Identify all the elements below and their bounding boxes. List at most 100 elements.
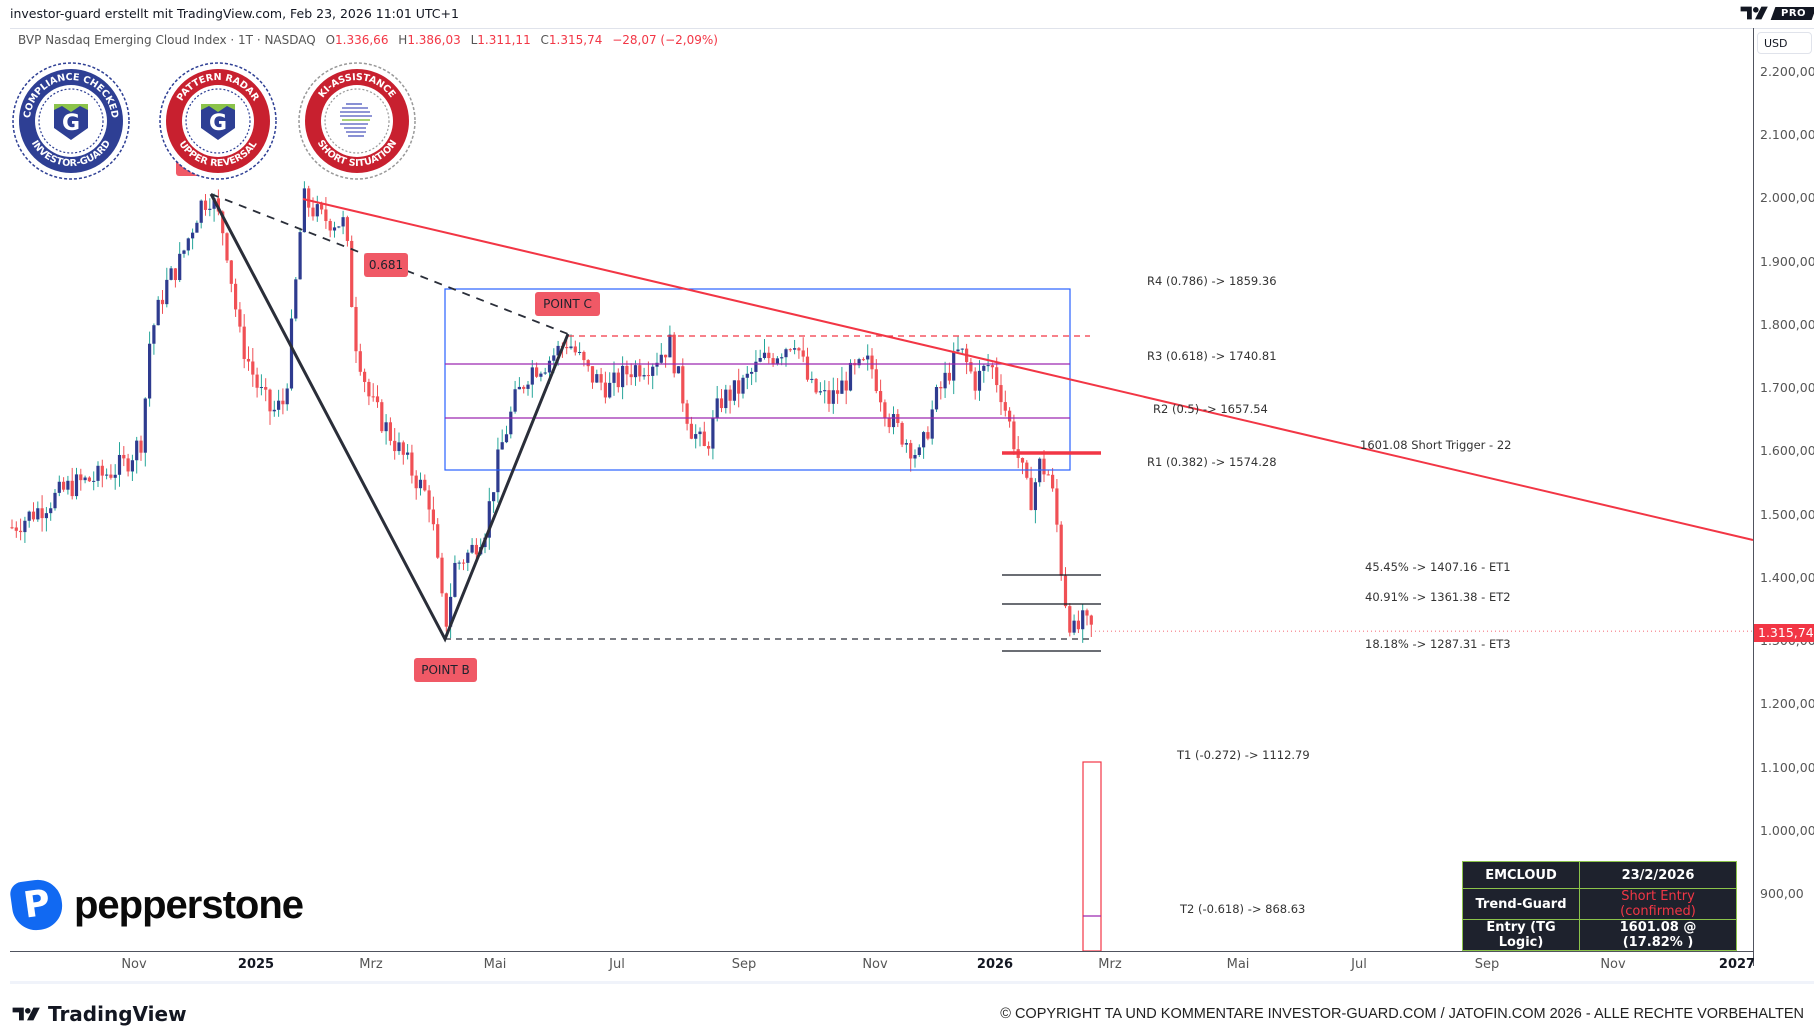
ratio-label[interactable]: 0.681	[364, 253, 408, 277]
candle-body	[410, 452, 414, 476]
candle-body	[771, 358, 775, 364]
candle-body	[874, 369, 878, 392]
pattern-radar-badge: G PATTERN RADAR UPPER REVERSAL	[159, 62, 277, 180]
candle-body	[358, 351, 362, 372]
candle-body	[1085, 610, 1089, 616]
candle-body	[375, 396, 380, 403]
open-value: 1.336,66	[335, 33, 389, 47]
candle-body	[926, 432, 930, 439]
candle-body	[83, 477, 87, 481]
candle-body	[870, 355, 874, 370]
candle-body	[582, 351, 586, 361]
candle-body	[57, 481, 61, 493]
copyright-notice: © COPYRIGHT TA UND KOMMENTARE INVESTOR-G…	[1000, 1006, 1804, 1022]
candle-body	[109, 474, 113, 478]
candle-body	[487, 501, 491, 538]
candle-body	[440, 557, 444, 594]
candle-body	[156, 299, 160, 326]
candle-body	[332, 227, 337, 231]
tradingview-logo-icon	[1740, 6, 1768, 20]
candle-body	[891, 414, 896, 428]
candle-body	[203, 200, 208, 210]
symbol-name[interactable]: BVP Nasdaq Emerging Cloud Index · 1T · N…	[18, 33, 316, 47]
candle-body	[173, 268, 177, 281]
candle-body	[371, 396, 375, 398]
candle-body	[294, 279, 298, 319]
candle-body	[655, 362, 659, 367]
candle-body	[578, 351, 582, 353]
candle-body	[143, 398, 147, 453]
shield-g-icon: G	[62, 111, 80, 136]
time-axis[interactable]	[10, 951, 1753, 982]
candle-body	[393, 440, 397, 452]
et1-label: 45.45% -> 1407.16 - ET1	[1365, 560, 1511, 574]
r1-label: R1 (0.382) -> 1574.28	[1147, 455, 1277, 469]
t1-label: T1 (-0.272) -> 1112.79	[1177, 748, 1310, 762]
price-tick: 1.100,00	[1760, 759, 1814, 775]
candle-body	[169, 268, 173, 280]
candle-body	[827, 390, 831, 404]
candle-body	[466, 552, 470, 563]
candle-body	[367, 381, 371, 397]
candle-body	[586, 360, 590, 367]
point-c-label[interactable]: POINT C	[535, 292, 600, 316]
candle-body	[345, 217, 349, 241]
candle-body	[195, 222, 199, 233]
candle-body	[681, 366, 685, 404]
candle-body	[698, 431, 702, 435]
candle-body	[1089, 615, 1093, 625]
candle-body	[31, 511, 36, 520]
candle-body	[431, 509, 435, 525]
candle-body	[805, 356, 810, 380]
price-axis[interactable]	[1753, 28, 1814, 966]
candle-body	[836, 390, 840, 394]
candle-body	[307, 188, 311, 208]
price-tick: 1.700,00	[1760, 380, 1814, 396]
chart-pane[interactable]	[10, 28, 1814, 989]
candle-body	[328, 221, 332, 231]
candle-body	[285, 388, 289, 405]
candle-body	[517, 386, 521, 390]
candle-body	[406, 452, 410, 455]
candle-body	[79, 474, 83, 481]
compliance-checked-badge: G COMPLIANCE CHECKED INVESTOR-GUARD	[12, 62, 130, 180]
candle-body	[199, 200, 203, 223]
candle-body	[135, 440, 139, 461]
point-b-label[interactable]: POINT B	[414, 658, 477, 682]
candle-body	[866, 355, 870, 360]
price-tick: 1.400,00	[1760, 569, 1814, 585]
time-tick: 2026	[976, 957, 1014, 972]
tradingview-pro-logo[interactable]: PRO	[1740, 4, 1814, 22]
candle-body	[70, 480, 74, 497]
candle-body	[182, 250, 186, 254]
candle-body	[762, 352, 767, 359]
candle-body	[823, 390, 827, 392]
candle-body	[904, 443, 908, 445]
candle-body	[956, 349, 960, 352]
candle-body	[165, 279, 169, 305]
candle-body	[1081, 610, 1085, 630]
candle-body	[19, 530, 23, 533]
candle-body	[1051, 474, 1055, 489]
candle-body	[92, 480, 96, 482]
symbol-legend[interactable]: BVP Nasdaq Emerging Cloud Index · 1T · N…	[18, 33, 718, 47]
price-tick: 1.200,00	[1760, 696, 1814, 712]
candle-body	[504, 434, 509, 443]
candle-body	[1068, 606, 1072, 633]
candle-body	[23, 520, 27, 533]
tradingview-footer-logo[interactable]: TradingView	[12, 1002, 187, 1026]
candle-body	[603, 382, 607, 398]
price-tick: 1.600,00	[1760, 443, 1814, 459]
candle-body	[311, 207, 315, 217]
time-tick: Sep	[731, 957, 757, 972]
candle-body	[775, 358, 779, 364]
candle-body	[40, 508, 44, 519]
candle-body	[10, 527, 14, 529]
candle-body	[148, 343, 152, 399]
candle-body	[999, 385, 1003, 403]
currency-selector[interactable]: USD	[1757, 32, 1812, 54]
candle-body	[36, 508, 40, 520]
candle-body	[130, 460, 134, 472]
time-tick: Nov	[1600, 957, 1626, 972]
